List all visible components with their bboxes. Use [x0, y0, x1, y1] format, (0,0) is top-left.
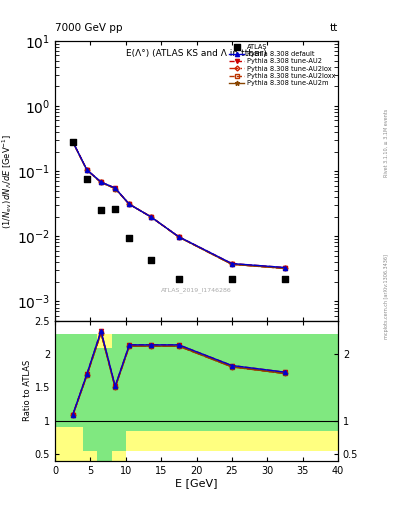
- Point: [112, 205, 118, 214]
- Point: [229, 275, 235, 283]
- Text: tt: tt: [330, 23, 338, 33]
- Point: [98, 206, 104, 215]
- X-axis label: E [GeV]: E [GeV]: [175, 478, 218, 488]
- Text: E(Λ°) (ATLAS KS and Λ in ttbar): E(Λ°) (ATLAS KS and Λ in ttbar): [126, 49, 267, 58]
- Point: [126, 233, 132, 242]
- Y-axis label: Ratio to ATLAS: Ratio to ATLAS: [23, 360, 32, 421]
- Text: ATLAS_2019_I1746286: ATLAS_2019_I1746286: [161, 287, 232, 293]
- Text: mcplots.cern.ch [arXiv:1306.3436]: mcplots.cern.ch [arXiv:1306.3436]: [384, 254, 389, 339]
- Text: 7000 GeV pp: 7000 GeV pp: [55, 23, 123, 33]
- Point: [70, 138, 76, 146]
- Point: [282, 275, 288, 283]
- Point: [176, 275, 182, 283]
- Point: [84, 175, 90, 183]
- Text: Rivet 3.1.10, ≥ 3.1M events: Rivet 3.1.10, ≥ 3.1M events: [384, 109, 389, 178]
- Legend: ATLAS, Pythia 8.308 default, Pythia 8.308 tune-AU2, Pythia 8.308 tune-AU2lox, Py: ATLAS, Pythia 8.308 default, Pythia 8.30…: [229, 43, 336, 87]
- Y-axis label: $(1/N_{\rm ev})\,dN_{\Lambda}/dE\;[{\rm GeV}^{-1}]$: $(1/N_{\rm ev})\,dN_{\Lambda}/dE\;[{\rm …: [0, 133, 14, 228]
- Point: [147, 256, 154, 264]
